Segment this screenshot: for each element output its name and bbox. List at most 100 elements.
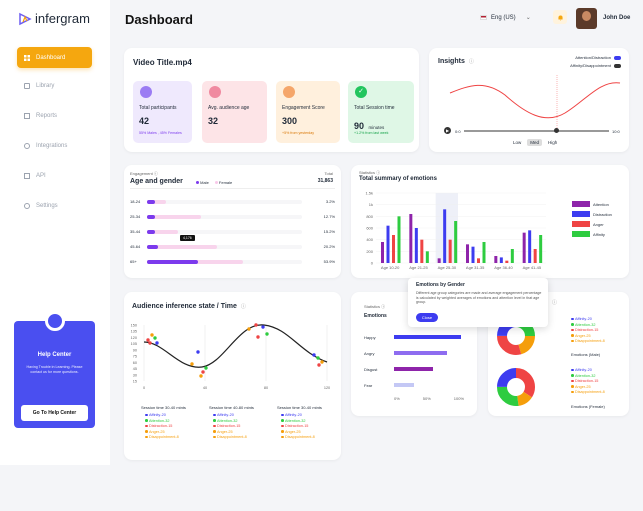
summary-legend-item: Affinity [572,231,612,237]
donut-male-legend: Affinity-20 Attention-32 Distraction-15 Ang… [571,317,605,345]
inference-ytick: 90 [133,348,137,352]
video-card: Video Title.mp4 Total participants 42 55… [124,48,419,152]
sidebar-item-label: Settings [36,203,58,209]
stat-session-time: ✓ Total Session time 90 minutes +1.2% fr… [348,81,414,143]
timeline-handle[interactable] [554,128,559,133]
age-icon [209,86,221,98]
stat-unit: minutes [368,125,385,130]
donut-legend-item: Disappointment-8 [571,390,605,394]
stat-avg-age: Avg. audience age 32 [202,81,267,143]
toggle-switch-off[interactable] [614,63,621,68]
age-pct: 12.7% [323,214,335,219]
summary-title: Total summary of emotions [359,176,437,182]
session-item: Attention-32 [209,419,275,423]
emotion-label: Disgust [364,367,378,372]
level-high[interactable]: High [548,140,558,145]
session-dot [145,424,148,428]
stat-engagement: Engagement Score 300 +5% from yesterday [276,81,340,143]
sidebar-item-api[interactable]: API [24,173,46,179]
summary-ytick: 200 [366,249,373,254]
inference-xtick: 0 [143,386,145,390]
notification-button[interactable] [553,10,567,24]
donut-legend-label: Affinity-20 [575,368,592,372]
inference-ytick: 45 [133,367,137,371]
session-dot [281,435,284,439]
language-select[interactable]: Eng (US) ⌄ [480,14,531,21]
session-title: Session time 30-40 mints [141,405,186,410]
sidebar-item-library[interactable]: Library [24,83,54,89]
stat-value-row: 90 minutes [354,116,384,134]
emotions-bars-title: Emotions [364,313,387,319]
time-end: 10:0 [612,129,620,134]
session-item: Affinity-20 [141,413,207,417]
legend-swatch [572,221,590,227]
inference-ytick: 105 [131,342,137,346]
summary-legend: Attention Distraction Anger Affinity [572,201,612,241]
age-track [147,260,302,264]
session-item: Anger-25 [277,430,343,434]
level-low[interactable]: Low [513,140,522,145]
toggle-attention[interactable]: Attention/Distraction [575,55,621,60]
age-row: 65+ 53.9% [130,259,335,265]
summary-ytick: 800 [366,214,373,219]
sidebar-item-integrations[interactable]: Integrations [24,143,67,149]
inference-dot [199,374,203,378]
summary-bar-chart: 1.5k 1k 800 600 400 200 0 Age 10-20 Age 21-25 Age… [365,191,546,270]
session-item: Affinity-20 [277,413,343,417]
popup-close-button[interactable]: Close [416,313,438,322]
session-column: Session time 40-80 mints Affinity-20 Atten… [209,405,275,441]
insights-wave [449,82,621,119]
video-title: Video Title.mp4 [133,58,192,67]
inference-dot [265,332,269,336]
donut-legend-item: Anger-25 [571,385,605,389]
play-button[interactable]: ▶ [444,127,451,134]
inference-dot [201,370,205,374]
age-gender-caption: Engagement ⓘ [130,171,158,176]
session-dot [213,413,216,416]
avatar[interactable] [576,8,597,29]
toggle-affinity[interactable]: Affinity/Disappointment [570,63,621,68]
summary-bar [437,258,441,263]
insights-title: Insights [438,58,465,65]
timeline-track[interactable] [464,130,609,132]
session-dot [281,424,284,428]
age-gender-divider [130,188,335,189]
session-column: Session time 30-40 mints Affinity-20 Atten… [141,405,207,441]
donut-legend-item: Affinity-20 [571,368,605,372]
age-row: 18-24 3.2% [130,199,335,205]
help-center-card: Help Center Having Trouble in Learning. … [14,311,95,428]
level-med[interactable]: Med [527,139,543,146]
inference-dot [317,363,321,367]
donut-legend-item: Distraction-15 [571,328,605,332]
app-name: infergram [35,11,90,26]
stat-value: 90 [354,121,365,131]
legend-female: Female [214,180,232,185]
age-bar-male [147,230,155,234]
inference-dot [256,335,260,339]
emotion-label: Happy [364,335,376,340]
age-row: 25-34 12.7% [130,214,335,220]
summary-bar [494,256,498,263]
age-pct: 20.2% [323,244,335,249]
donut-legend-dot [571,339,574,342]
session-item: Disappointment-8 [277,435,343,439]
session-item: Attention-32 [277,419,343,423]
level-selector[interactable]: Low Med High [510,139,560,146]
sidebar-item-label: Library [36,83,55,89]
donut-female [497,368,535,406]
legend-swatch [572,211,590,217]
sidebar-item-settings[interactable]: Settings [24,203,58,209]
help-center-button[interactable]: Go To Help Center [21,405,88,421]
summary-ytick: 400 [366,237,373,242]
age-track [147,230,302,234]
sidebar-item-reports[interactable]: Reports [24,113,57,119]
age-label: 45-64 [130,244,141,249]
sidebar-item-dashboard[interactable]: Dashboard [17,47,92,68]
session-item-label: Affinity-20 [285,413,302,417]
toggle-switch-on[interactable] [614,55,621,60]
donut-legend-label: Anger-25 [575,333,591,338]
info-icon: ⓘ [376,170,381,175]
emotion-bar [394,367,433,371]
emotion-bar [394,383,414,387]
inference-dot [261,325,265,329]
